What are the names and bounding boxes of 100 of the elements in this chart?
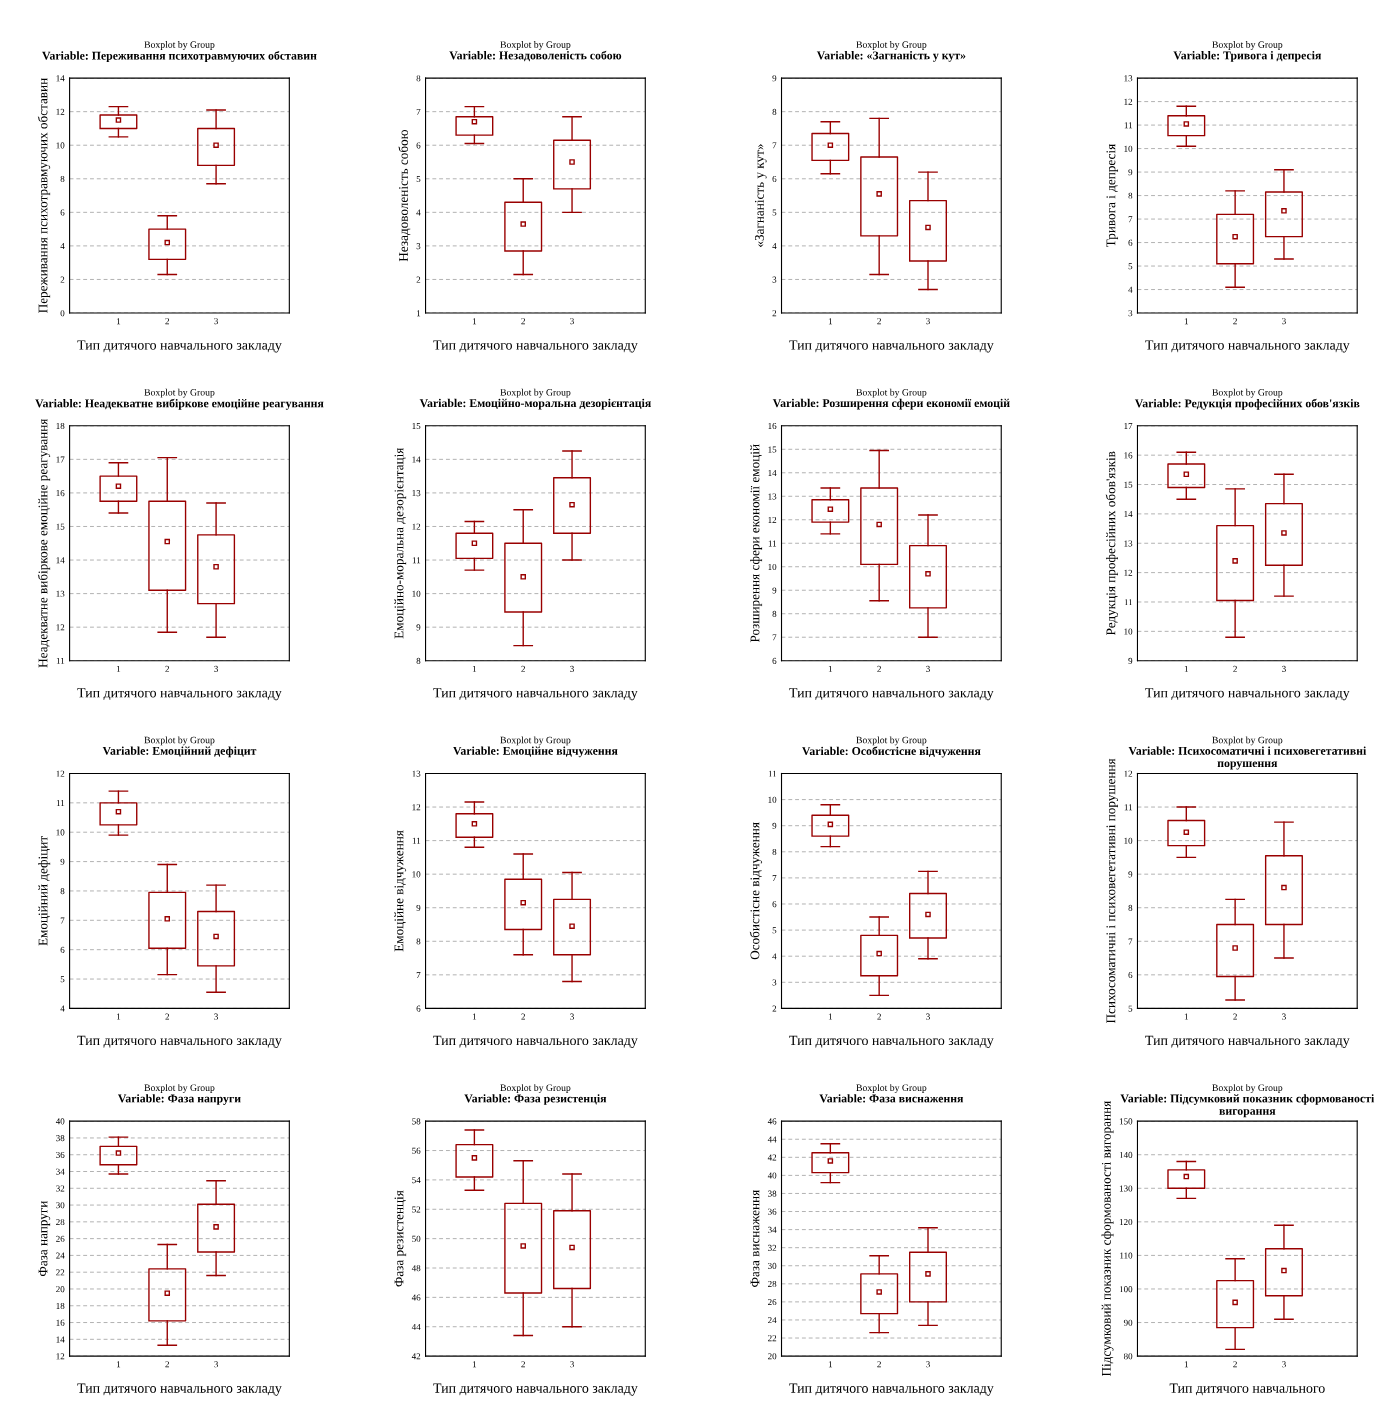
x-axis-title: Тип дитячого навчального закладу — [77, 1383, 282, 1396]
y-tick-label: 5 — [1128, 1005, 1133, 1012]
y-tick-label: 1 — [416, 310, 421, 317]
x-tick-label: 2 — [521, 318, 525, 325]
y-tick-label: 15 — [1124, 481, 1133, 488]
x-tick-label: 1 — [828, 318, 833, 325]
y-tick-label: 24 — [56, 1252, 65, 1259]
chart-subtitle: Variable: Фаза резистенція — [464, 1094, 607, 1105]
y-tick-label: 6 — [1128, 239, 1133, 246]
y-tick-label: 44 — [411, 1323, 421, 1330]
y-tick-label: 36 — [56, 1151, 65, 1158]
y-tick-label: 10 — [768, 563, 777, 570]
chart-title: Boxplot by Group — [1212, 736, 1283, 746]
y-tick-label: 15 — [768, 446, 777, 453]
y-tick-label: 9 — [416, 904, 421, 911]
y-tick-label: 6 — [1128, 972, 1133, 979]
y-axis-title: Емоційно-моральна дезорієнтація — [394, 447, 407, 639]
y-tick-label: 8 — [416, 938, 421, 945]
chart-title: Boxplot by Group — [1212, 1084, 1283, 1093]
x-tick-label: 1 — [472, 318, 477, 325]
y-axis-title: Емоційне відчуження — [394, 830, 407, 952]
x-tick-label: 1 — [1184, 1013, 1189, 1020]
chart-subtitle: Variable: Фаза напруги — [118, 1094, 241, 1105]
y-axis-title: Переживання психотравмуючих обставин — [37, 78, 51, 313]
y-tick-label: 4 — [60, 1005, 65, 1012]
y-tick-label: 150 — [1119, 1118, 1133, 1125]
y-axis-title: Психосоматичні і психовегетативні порушення — [1106, 758, 1119, 1024]
y-tick-label: 7 — [416, 972, 421, 978]
y-tick-label: 20 — [768, 1353, 777, 1360]
y-tick-label: 0 — [60, 310, 65, 317]
chart-subtitle: Variable: Психосоматичні і психовегетативні порушення — [1128, 746, 1367, 770]
x-tick-label: 2 — [877, 318, 881, 325]
x-axis-title: Тип дитячого навчального закладу — [433, 340, 638, 353]
y-tick-label: 12 — [412, 523, 421, 530]
x-tick-label: 1 — [116, 1361, 121, 1368]
y-tick-label: 5 — [772, 927, 777, 934]
x-axis-title: Тип дитячого навчального закладу — [433, 1383, 638, 1396]
x-tick-label: 3 — [214, 1013, 218, 1020]
y-tick-label: 7 — [772, 875, 777, 882]
y-tick-label: 7 — [772, 142, 777, 149]
x-tick-label: 3 — [214, 1361, 218, 1368]
x-tick-label: 1 — [472, 665, 477, 672]
y-tick-label: 11 — [768, 770, 777, 777]
chart-title: Boxplot by Group — [856, 736, 927, 746]
y-tick-label: 38 — [56, 1135, 65, 1142]
y-tick-label: 13 — [1124, 540, 1133, 547]
y-axis-title: Емоційний дефіцит — [38, 836, 51, 946]
y-axis-title: «Загнаність у кут» — [754, 144, 767, 247]
x-axis-title: Тип дитячого навчального — [1169, 1383, 1325, 1396]
x-tick-label: 3 — [1282, 665, 1286, 672]
y-tick-label: 4 — [772, 953, 777, 960]
y-axis-title: Розширення сфери економії емоцій — [750, 444, 763, 643]
y-tick-label: 8 — [772, 108, 777, 115]
x-tick-label: 2 — [521, 1361, 525, 1368]
x-tick-label: 3 — [214, 318, 218, 325]
x-tick-label: 1 — [116, 1013, 121, 1020]
chart-subtitle: Variable: Розширення сфери економії емоцій — [772, 398, 1010, 410]
y-tick-label: 9 — [416, 624, 421, 631]
y-tick-label: 7 — [60, 917, 65, 924]
x-tick-label: 1 — [828, 1361, 833, 1368]
x-tick-label: 3 — [926, 1361, 930, 1368]
x-tick-label: 1 — [472, 1013, 477, 1020]
y-tick-label: 80 — [1123, 1353, 1133, 1360]
y-tick-label: 42 — [767, 1154, 777, 1161]
x-axis-title: Тип дитячого навчального закладу — [1145, 688, 1350, 701]
y-tick-label: 6 — [416, 1005, 421, 1012]
y-tick-label: 56 — [412, 1147, 421, 1154]
x-tick-label: 2 — [165, 318, 170, 325]
y-tick-label: 40 — [55, 1118, 65, 1125]
chart-title: Boxplot by Group — [856, 41, 927, 50]
y-tick-label: 3 — [1128, 310, 1133, 317]
chart-subtitle: Variable: Підсумковий показник сформованості вигорання — [1120, 1094, 1375, 1118]
x-tick-label: 1 — [1184, 318, 1189, 325]
y-tick-label: 14 — [412, 456, 421, 463]
chart-title: Boxplot by Group — [500, 736, 571, 746]
chart-title: Boxplot by Group — [856, 388, 927, 398]
x-tick-label: 3 — [570, 665, 574, 672]
x-axis-title: Тип дитячого навчального закладу — [433, 688, 638, 701]
x-tick-label: 3 — [926, 1013, 930, 1020]
y-tick-label: 6 — [772, 657, 777, 664]
y-tick-label: 14 — [1124, 511, 1133, 518]
y-tick-label: 14 — [56, 557, 65, 564]
x-tick-label: 3 — [1282, 1361, 1286, 1368]
chart-subtitle: Variable: Емоційне відчуження — [453, 746, 618, 758]
y-tick-label: 140 — [1119, 1151, 1133, 1158]
y-tick-label: 54 — [412, 1177, 421, 1184]
y-tick-label: 10 — [1124, 837, 1133, 844]
chart-subtitle: Variable: Емоційний дефіцит — [102, 746, 257, 758]
y-axis-title: Тривога і депресія — [1106, 144, 1119, 248]
y-tick-label: 13 — [412, 770, 421, 777]
x-tick-label: 3 — [570, 318, 574, 325]
y-tick-label: 10 — [1124, 628, 1133, 635]
x-tick-label: 3 — [214, 665, 218, 672]
x-tick-label: 2 — [1233, 665, 1237, 672]
chart-subtitle: Variable: Фаза виснаження — [819, 1094, 964, 1103]
x-tick-label: 2 — [165, 1361, 170, 1368]
y-tick-label: 18 — [56, 1302, 65, 1309]
y-tick-label: 30 — [768, 1262, 777, 1269]
y-tick-label: 12 — [56, 624, 65, 631]
x-tick-label: 1 — [116, 665, 121, 672]
